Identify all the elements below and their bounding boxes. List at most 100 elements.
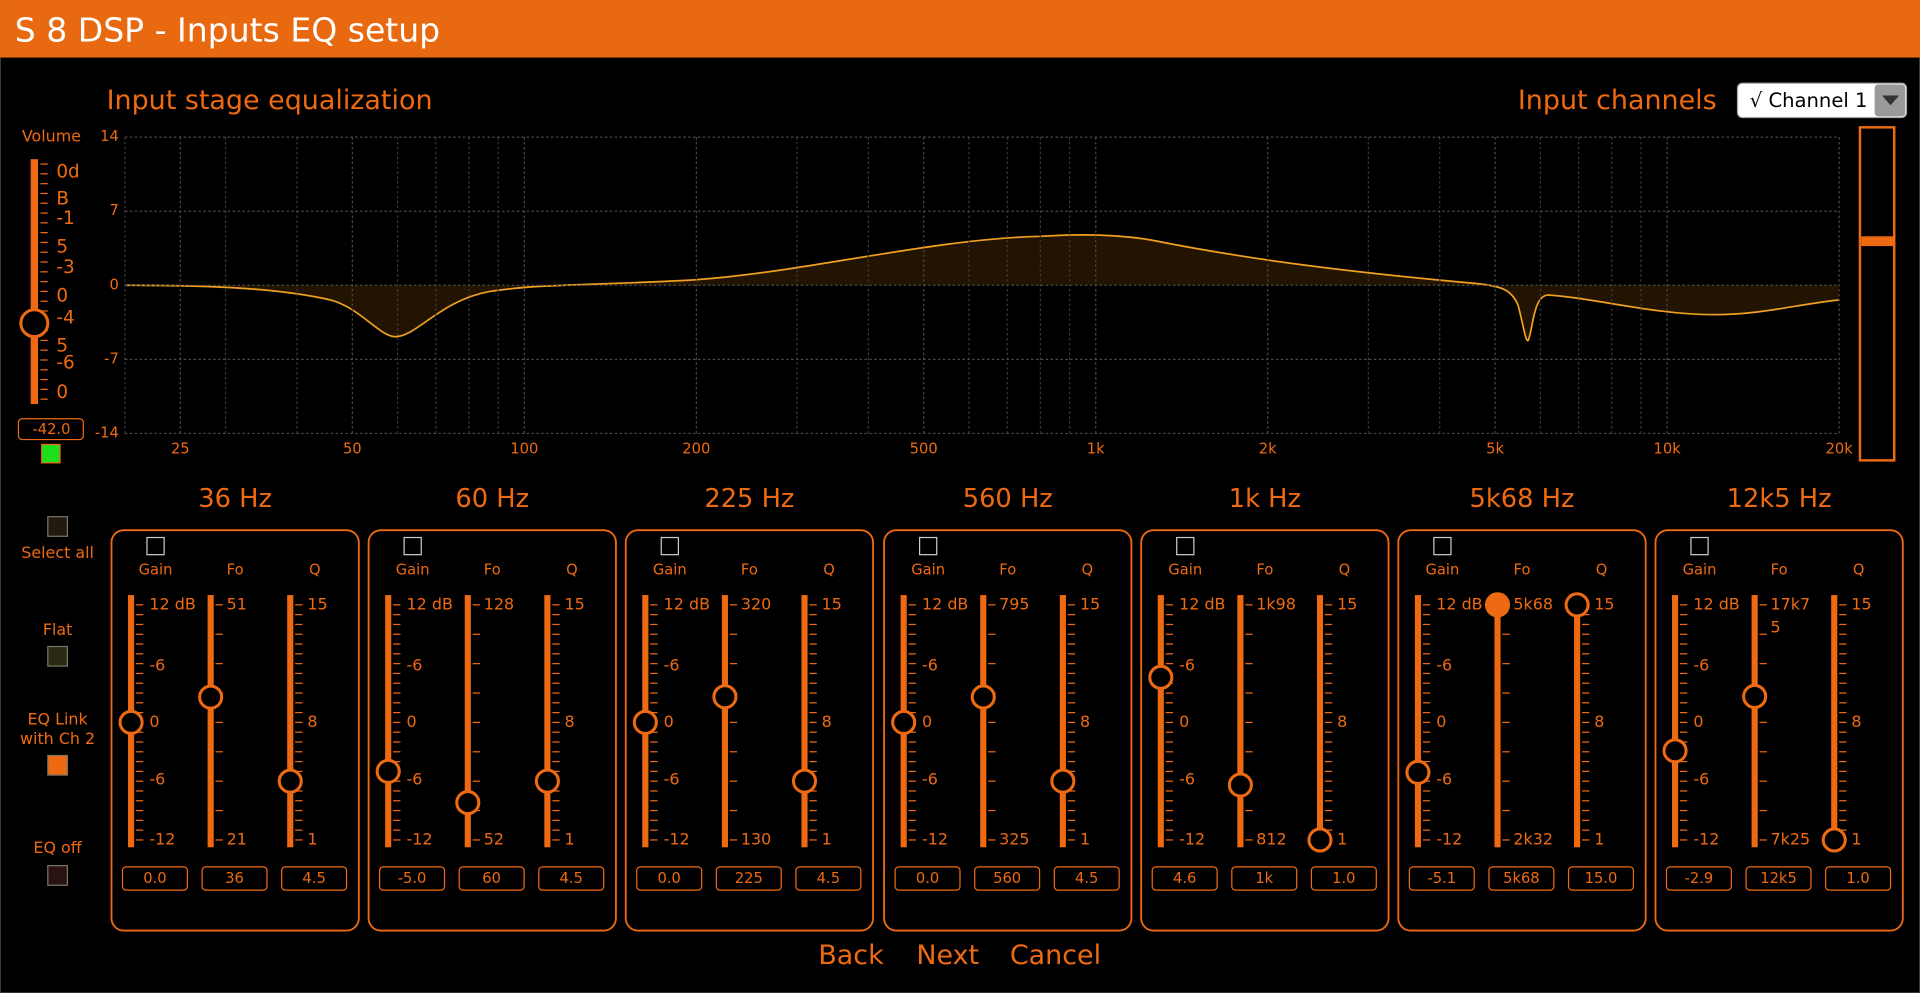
slider-knob[interactable] bbox=[1148, 664, 1174, 690]
value-box[interactable] bbox=[1665, 866, 1732, 891]
band-title: 225 Hz bbox=[704, 484, 794, 514]
slider-track[interactable] bbox=[287, 595, 294, 848]
value-box[interactable] bbox=[201, 866, 268, 891]
select-all-checkbox[interactable] bbox=[47, 516, 69, 537]
value-box[interactable] bbox=[1053, 866, 1120, 891]
q-scale-label: 1 bbox=[565, 829, 575, 848]
slider-track[interactable] bbox=[1574, 595, 1581, 848]
slider-knob[interactable] bbox=[970, 684, 996, 710]
volume-value-box[interactable] bbox=[17, 418, 84, 441]
value-box[interactable] bbox=[795, 866, 862, 891]
value-box[interactable] bbox=[538, 866, 605, 891]
volume-track[interactable] bbox=[30, 159, 39, 405]
level-slider[interactable] bbox=[1858, 126, 1896, 462]
slider-track[interactable] bbox=[385, 595, 392, 848]
dropdown-box[interactable] bbox=[1736, 82, 1908, 119]
slider-track[interactable] bbox=[721, 595, 728, 848]
slider-track[interactable] bbox=[980, 595, 987, 848]
slider-knob[interactable] bbox=[791, 768, 818, 794]
gain-scale-label: -6 bbox=[1179, 769, 1195, 788]
value-box[interactable] bbox=[458, 866, 525, 891]
back-button[interactable]: Back bbox=[818, 940, 884, 971]
slider-knob[interactable] bbox=[455, 790, 481, 816]
q-scale-label: 8 bbox=[1851, 712, 1861, 731]
slider-knob[interactable] bbox=[1484, 592, 1511, 618]
value-box[interactable] bbox=[1825, 866, 1892, 891]
x-tick-label: 20k bbox=[1826, 440, 1854, 457]
slider-knob[interactable] bbox=[1742, 683, 1768, 710]
slider-label: Fo bbox=[741, 562, 758, 579]
value-box[interactable] bbox=[1488, 866, 1555, 891]
band-checkbox[interactable] bbox=[660, 536, 679, 556]
value-box[interactable] bbox=[121, 866, 189, 891]
slider-knob[interactable] bbox=[632, 709, 658, 735]
slider-track[interactable] bbox=[801, 595, 808, 848]
slider-label: Fo bbox=[1256, 562, 1273, 579]
slider-knob[interactable] bbox=[1662, 738, 1688, 764]
value-text: 4.5 bbox=[1075, 870, 1098, 887]
slider-label: Q bbox=[1339, 562, 1351, 579]
slider-knob[interactable] bbox=[1227, 772, 1253, 798]
slider-knob[interactable] bbox=[118, 709, 144, 735]
value-box[interactable] bbox=[715, 866, 782, 891]
slider-track[interactable] bbox=[1831, 595, 1838, 848]
channel-dropdown[interactable]: √ Channel 1 bbox=[1736, 82, 1908, 119]
slider-knob[interactable] bbox=[277, 768, 303, 794]
q-scale-label: 8 bbox=[1080, 712, 1090, 731]
level-slider-thumb[interactable] bbox=[1861, 236, 1894, 247]
slider-track[interactable] bbox=[544, 595, 551, 848]
value-box[interactable] bbox=[636, 866, 703, 891]
slider-track[interactable] bbox=[1414, 595, 1421, 848]
band-checkbox[interactable] bbox=[146, 536, 165, 556]
slider-track[interactable] bbox=[1671, 595, 1679, 848]
band-checkbox[interactable] bbox=[1176, 536, 1195, 556]
q-scale-label: 1 bbox=[1337, 829, 1347, 848]
slider-knob[interactable] bbox=[534, 768, 560, 794]
value-box[interactable] bbox=[894, 866, 961, 891]
cancel-button[interactable]: Cancel bbox=[1010, 940, 1101, 971]
value-box[interactable] bbox=[1151, 866, 1218, 891]
value-box[interactable] bbox=[379, 866, 446, 891]
band-checkbox[interactable] bbox=[1690, 536, 1709, 556]
value-box[interactable] bbox=[1567, 866, 1635, 891]
value-box[interactable] bbox=[1310, 866, 1377, 891]
slider-track[interactable] bbox=[1237, 595, 1244, 848]
band-title: 12k5 Hz bbox=[1727, 484, 1832, 514]
slider-knob[interactable] bbox=[1405, 759, 1431, 785]
value-box[interactable] bbox=[1408, 866, 1475, 891]
value-box[interactable] bbox=[281, 866, 348, 891]
slider-knob[interactable] bbox=[375, 758, 401, 784]
fo-scale-label: 320 bbox=[741, 594, 771, 613]
volume-knob[interactable] bbox=[19, 308, 50, 339]
slider-label: Gain bbox=[139, 562, 173, 579]
slider-track[interactable] bbox=[1494, 595, 1501, 848]
slider-track[interactable] bbox=[207, 595, 214, 848]
band-panel bbox=[1654, 529, 1904, 932]
slider-track[interactable] bbox=[1059, 595, 1066, 848]
eq-link-label: EQ Link bbox=[28, 709, 89, 728]
slider-knob[interactable] bbox=[1821, 827, 1847, 853]
slider-knob[interactable] bbox=[1564, 592, 1590, 618]
eq-link-button[interactable] bbox=[47, 754, 69, 776]
next-button[interactable]: Next bbox=[916, 940, 979, 971]
volume-scale-label: -3 bbox=[56, 257, 74, 278]
slider-knob[interactable] bbox=[1050, 768, 1076, 794]
value-box[interactable] bbox=[1745, 866, 1812, 891]
slider-knob[interactable] bbox=[891, 709, 917, 735]
band-checkbox[interactable] bbox=[918, 536, 938, 556]
slider-track[interactable] bbox=[1751, 595, 1758, 848]
slider-knob[interactable] bbox=[1307, 827, 1333, 853]
eq-off-button[interactable] bbox=[47, 865, 69, 886]
slider-track[interactable] bbox=[1316, 595, 1324, 848]
slider-knob[interactable] bbox=[198, 684, 224, 710]
slider-track[interactable] bbox=[464, 595, 471, 848]
slider-knob[interactable] bbox=[712, 684, 738, 710]
band-checkbox[interactable] bbox=[1433, 536, 1452, 556]
slider-track[interactable] bbox=[1157, 595, 1164, 848]
band-title: 1k Hz bbox=[1229, 484, 1301, 514]
band-checkbox[interactable] bbox=[403, 536, 422, 556]
value-box[interactable] bbox=[974, 866, 1041, 891]
flat-button[interactable] bbox=[47, 645, 69, 667]
value-box[interactable] bbox=[1231, 866, 1298, 891]
gain-scale-label: 0 bbox=[1436, 712, 1446, 731]
